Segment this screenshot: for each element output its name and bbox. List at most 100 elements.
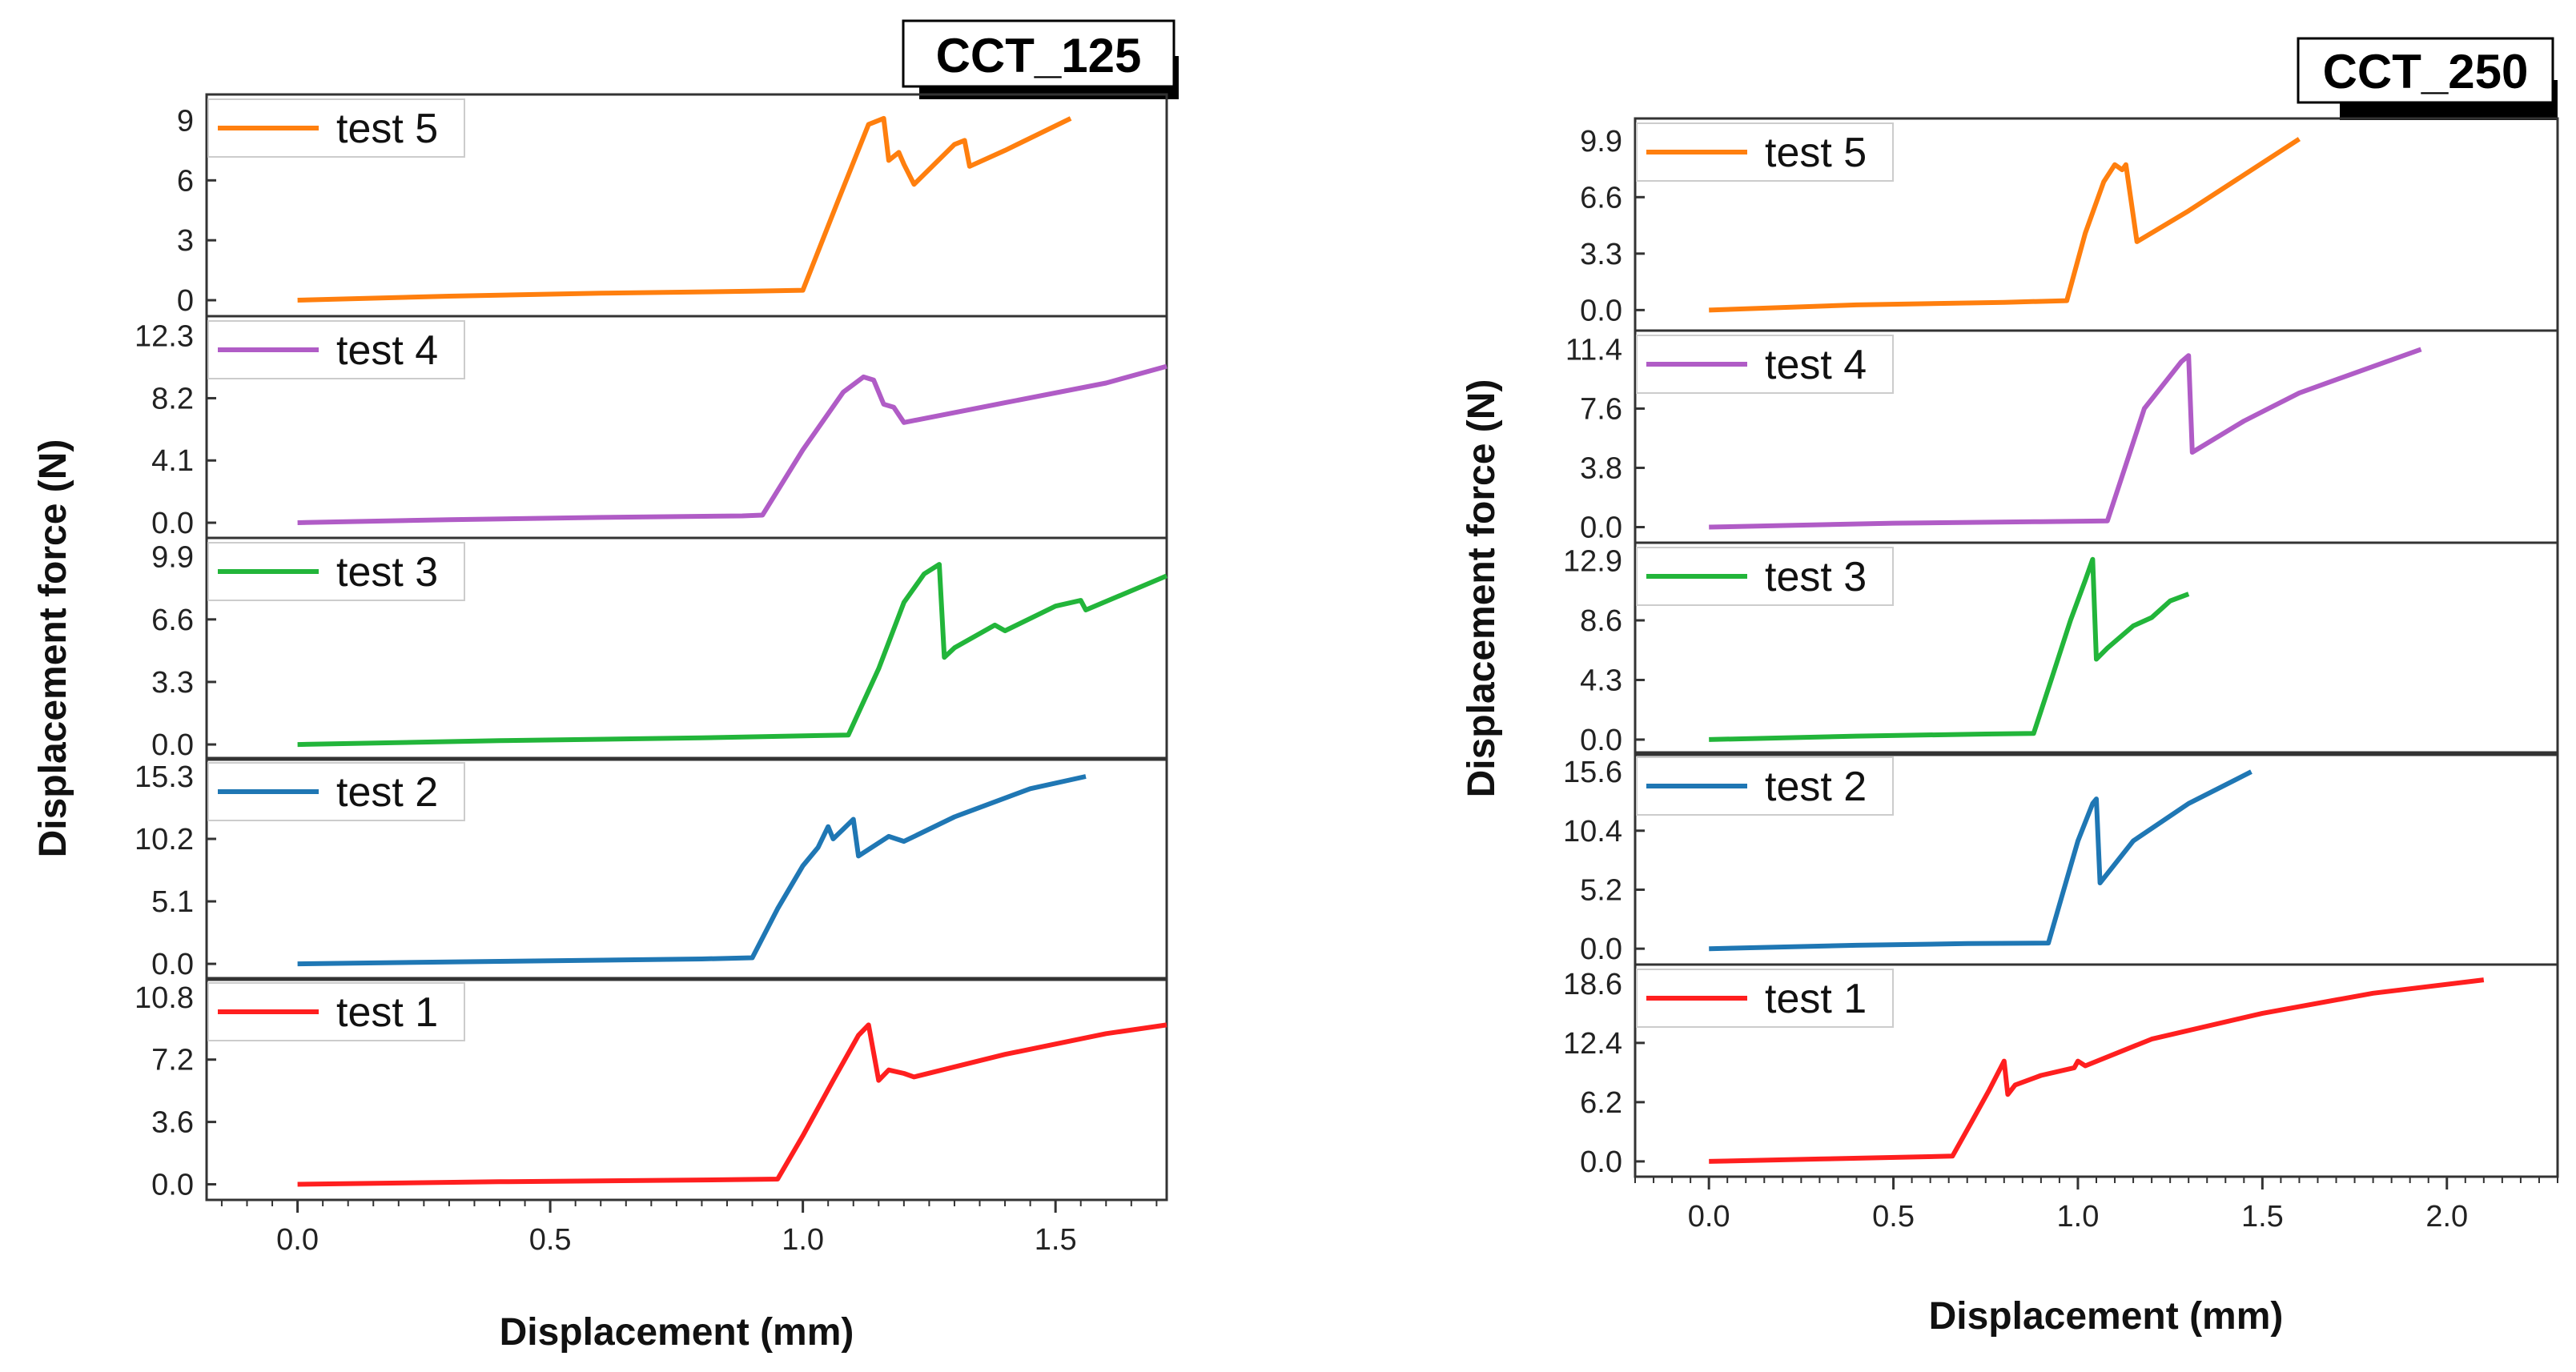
y-tick-label: 3.6	[151, 1106, 194, 1140]
legend-label: test 3	[1765, 554, 1867, 600]
panel-test-4: 0.0 3.8 7.6 11.4 test 4	[1565, 329, 2559, 545]
y-tick-label: 0	[177, 284, 194, 318]
y-tick-label: 9.9	[1580, 125, 1622, 158]
legend-label: test 1	[1765, 976, 1867, 1022]
legend: test 3	[1636, 547, 1894, 606]
y-tick-label: 10.8	[135, 981, 194, 1015]
legend-label: test 3	[336, 549, 438, 596]
y-tick-label: 6.6	[1580, 181, 1622, 215]
legend: test 4	[207, 320, 465, 379]
x-tick-label: 0.5	[1872, 1200, 1915, 1234]
y-tick-label: 8.6	[1580, 604, 1622, 638]
panel-frame	[205, 756, 1168, 981]
legend-label: test 4	[336, 327, 438, 374]
y-tick-label: 3.3	[1580, 238, 1622, 271]
y-tick-label: 4.3	[1580, 664, 1622, 697]
x-tick-label: 1.5	[2241, 1200, 2284, 1234]
badge-cct-125: CCT_125	[902, 19, 1179, 99]
legend: test 1	[1636, 969, 1894, 1028]
x-axis-title: Displacement (mm)	[500, 1311, 854, 1354]
y-tick-label: 12.3	[135, 320, 194, 354]
series-line-test-5	[1709, 137, 2301, 313]
panel-test-3: 0.0 4.3 8.6 12.9 test 3	[1563, 541, 2559, 757]
y-tick-label: 6.6	[151, 604, 194, 637]
y-tick-label: 11.4	[1565, 333, 1622, 367]
y-tick-label: 18.6	[1563, 968, 1622, 1001]
y-tick-label: 0.0	[151, 948, 194, 981]
x-tick-label: 1.5	[1035, 1223, 1077, 1257]
y-tick-label: 15.3	[135, 760, 194, 794]
y-tick-label: 7.6	[1580, 392, 1622, 426]
series-line-test-1	[297, 1022, 1167, 1187]
panel-frame	[1634, 541, 2559, 756]
y-axis-title: Displacement force (N)	[1461, 379, 1503, 798]
series-line-test-3	[1709, 556, 2190, 742]
panel-frame	[205, 536, 1168, 761]
series-line-test-2	[297, 774, 1087, 967]
x-axis-title: Displacement (mm)	[1929, 1295, 2284, 1338]
legend: test 4	[1636, 335, 1894, 394]
legend-label: test 4	[1765, 342, 1867, 388]
chart-title: CCT_125	[936, 29, 1142, 82]
y-tick-label: 7.2	[151, 1044, 194, 1077]
y-tick-label: 12.4	[1563, 1027, 1622, 1061]
legend-label: test 5	[336, 106, 438, 152]
y-tick-label: 0.0	[1580, 933, 1622, 966]
y-tick-label: 3.3	[151, 666, 194, 700]
chart-title: CCT_250	[2323, 45, 2529, 98]
legend-label: test 5	[1765, 130, 1867, 176]
series-line-test-3	[297, 562, 1168, 748]
legend: test 5	[207, 98, 465, 158]
x-tick-label: 1.0	[782, 1223, 824, 1257]
y-tick-label: 12.9	[1563, 545, 1622, 579]
y-tick-label: 9	[177, 104, 194, 138]
legend: test 2	[207, 762, 465, 821]
y-tick-label: 0.0	[1580, 294, 1622, 327]
x-tick-label: 0.5	[529, 1223, 572, 1257]
legend-label: test 2	[336, 769, 438, 816]
series-line-test-2	[1709, 769, 2252, 952]
legend-label: test 1	[336, 989, 438, 1036]
panel-test-5: 0.0 3.3 6.6 9.9 test 5	[1580, 117, 2559, 332]
y-tick-label: 0.0	[151, 728, 194, 762]
x-tick-label: 2.0	[2425, 1200, 2468, 1234]
y-tick-label: 10.4	[1563, 815, 1622, 848]
panel-test-3: 0.0 3.3 6.6 9.9 test 3	[151, 536, 1168, 762]
badge-cct-250: CCT_250	[2297, 37, 2558, 120]
panel-test-2: 0.0 5.2 10.4 15.6 test 2	[1563, 751, 2559, 966]
y-axis-title: Displacement force (N)	[32, 439, 74, 858]
legend: test 3	[207, 542, 465, 601]
series-line-test-4	[297, 363, 1167, 525]
chart-cct-250: CCT_250 Displacement force (N) Displacem…	[1461, 37, 2559, 1338]
y-tick-label: 5.2	[1580, 873, 1622, 907]
y-tick-label: 15.6	[1563, 756, 1622, 789]
legend: test 1	[207, 982, 465, 1041]
x-tick-label: 1.0	[2057, 1200, 2100, 1234]
y-tick-label: 5.1	[151, 885, 194, 919]
y-tick-label: 0.0	[1580, 511, 1622, 545]
y-tick-label: 0.0	[1580, 724, 1622, 757]
y-tick-label: 10.2	[135, 823, 194, 856]
y-tick-label: 3.8	[1580, 451, 1622, 485]
chart-cct-125: CCT_125 Displacement force (N) Displacem…	[32, 19, 1179, 1354]
legend: test 5	[1636, 122, 1894, 182]
panel-frame	[205, 977, 1168, 1202]
series-line-test-5	[297, 115, 1072, 303]
series-line-test-1	[1709, 977, 2485, 1164]
x-tick-label: 0.0	[1688, 1200, 1730, 1234]
series-line-test-4	[1709, 347, 2422, 530]
y-tick-label: 6.2	[1580, 1086, 1622, 1120]
panel-test-2: 0.0 5.1 10.2 15.3 test 2	[135, 756, 1168, 981]
legend-label: test 2	[1765, 764, 1867, 810]
y-tick-label: 0.0	[151, 507, 194, 540]
y-tick-label: 0.0	[151, 1169, 194, 1202]
y-tick-label: 0.0	[1580, 1145, 1622, 1179]
legend: test 2	[1636, 756, 1894, 816]
y-tick-label: 3	[177, 224, 194, 258]
x-tick-label: 0.0	[276, 1223, 319, 1257]
panel-test-1: 0.0 3.6 7.2 10.8 test 1	[135, 977, 1168, 1202]
y-tick-label: 6	[177, 164, 194, 198]
y-tick-label: 4.1	[151, 444, 194, 478]
